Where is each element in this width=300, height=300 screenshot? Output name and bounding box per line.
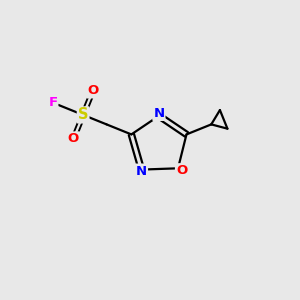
Text: F: F [48,96,57,109]
Text: O: O [87,84,98,98]
Text: N: N [136,165,147,178]
Text: O: O [68,132,79,146]
Text: S: S [78,107,88,122]
Text: O: O [176,164,187,177]
Text: N: N [153,107,164,120]
